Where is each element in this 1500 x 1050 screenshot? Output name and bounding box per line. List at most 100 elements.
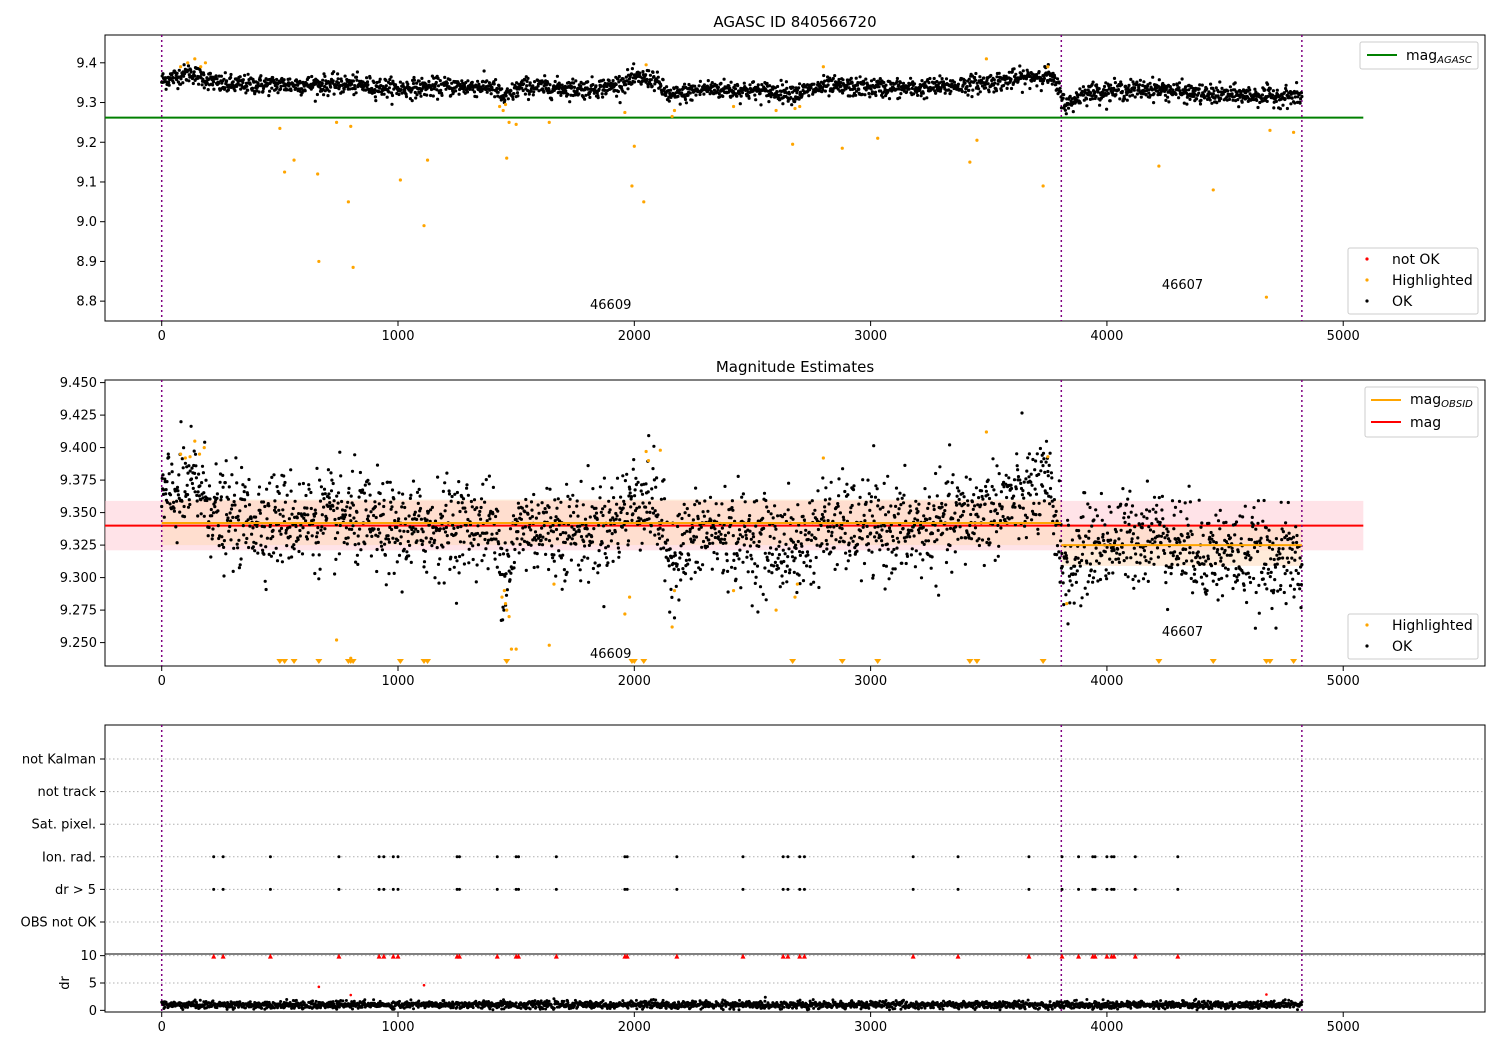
ok-point	[332, 70, 336, 74]
ok-point	[984, 489, 989, 493]
ok-point	[1127, 83, 1131, 87]
ok-point	[1094, 508, 1098, 512]
ok-point	[939, 86, 943, 90]
ok-point	[921, 525, 925, 530]
ok-point	[946, 480, 950, 484]
ok-point	[571, 493, 575, 497]
ok-point	[352, 93, 356, 97]
ok-point	[257, 90, 261, 94]
ok-point	[1020, 493, 1024, 497]
ok-point	[183, 461, 187, 465]
ok-point	[172, 81, 176, 85]
ok-point	[692, 538, 696, 542]
ok-point	[1073, 572, 1078, 576]
ok-point	[282, 78, 286, 82]
ok-point	[979, 503, 983, 507]
ok-point	[655, 70, 660, 74]
ok-point	[939, 519, 943, 523]
ok-point	[874, 484, 878, 488]
ok-point	[1123, 520, 1127, 525]
ok-point	[447, 541, 451, 545]
ok-point	[1058, 86, 1062, 90]
ok-point	[179, 420, 183, 424]
ok-point	[465, 529, 470, 533]
ok-point	[1001, 514, 1005, 519]
ok-point	[478, 509, 482, 514]
ok-point	[434, 80, 438, 85]
ok-point	[1138, 83, 1142, 87]
ok-point	[1112, 548, 1116, 553]
ok-point	[366, 514, 370, 518]
ok-point	[165, 480, 169, 484]
ok-point	[223, 481, 227, 485]
ok-point	[861, 478, 865, 482]
ok-point	[355, 78, 359, 82]
ok-point	[653, 533, 657, 537]
ok-point	[751, 570, 755, 574]
ok-point	[1164, 98, 1168, 102]
ok-point	[1123, 97, 1127, 101]
ok-point	[950, 570, 954, 574]
ok-point	[970, 95, 974, 99]
ok-point	[653, 82, 657, 86]
ok-point	[248, 524, 252, 528]
ok-point	[161, 72, 165, 76]
ok-point	[201, 496, 205, 500]
ok-point	[267, 552, 271, 557]
ok-point	[685, 529, 689, 533]
ok-point	[1002, 83, 1006, 88]
ok-point	[1050, 82, 1054, 86]
ok-point	[879, 524, 883, 528]
ok-point	[887, 510, 891, 514]
ok-point	[404, 517, 408, 521]
ok-point	[794, 543, 798, 547]
ok-point	[365, 76, 369, 80]
ok-point	[394, 510, 398, 514]
ok-point	[292, 547, 296, 551]
ok-point	[731, 508, 735, 512]
ok-point	[258, 511, 262, 515]
ok-point	[1133, 525, 1137, 529]
ok-point	[223, 86, 227, 90]
ok-point	[402, 547, 406, 551]
ok-point	[956, 518, 961, 522]
ok-point	[198, 484, 202, 488]
ok-point	[662, 546, 666, 550]
ok-point	[823, 498, 828, 502]
ok-point	[932, 507, 936, 512]
ok-point	[665, 538, 670, 542]
ok-point	[536, 78, 540, 82]
ok-point	[720, 526, 725, 530]
ok-point	[1022, 480, 1026, 484]
ok-point	[620, 525, 624, 529]
ok-point	[986, 493, 990, 497]
ok-point	[412, 75, 416, 80]
ok-point	[160, 504, 164, 509]
ok-point	[318, 499, 323, 503]
ok-point	[447, 492, 452, 496]
ok-point	[872, 519, 876, 523]
ok-point	[196, 514, 200, 518]
ok-point	[415, 517, 419, 522]
ok-point	[536, 565, 540, 569]
ok-point	[785, 580, 789, 584]
ok-point	[460, 501, 464, 505]
ok-point	[598, 485, 603, 489]
ok-point	[635, 506, 639, 510]
ok-point	[433, 519, 438, 523]
ok-point	[696, 517, 700, 521]
ok-point	[182, 515, 187, 519]
ok-point	[938, 74, 942, 78]
ok-point	[505, 588, 509, 592]
ok-point	[334, 85, 338, 90]
ok-point	[1141, 577, 1146, 581]
ok-point	[262, 552, 266, 556]
ok-point	[719, 81, 723, 85]
x-tick-label: 1000	[381, 329, 414, 344]
ok-point	[384, 84, 388, 88]
ok-point	[558, 519, 562, 523]
ok-point	[997, 472, 1001, 476]
ok-point	[740, 495, 744, 499]
ok-point	[1197, 91, 1201, 95]
ok-point	[758, 91, 762, 96]
